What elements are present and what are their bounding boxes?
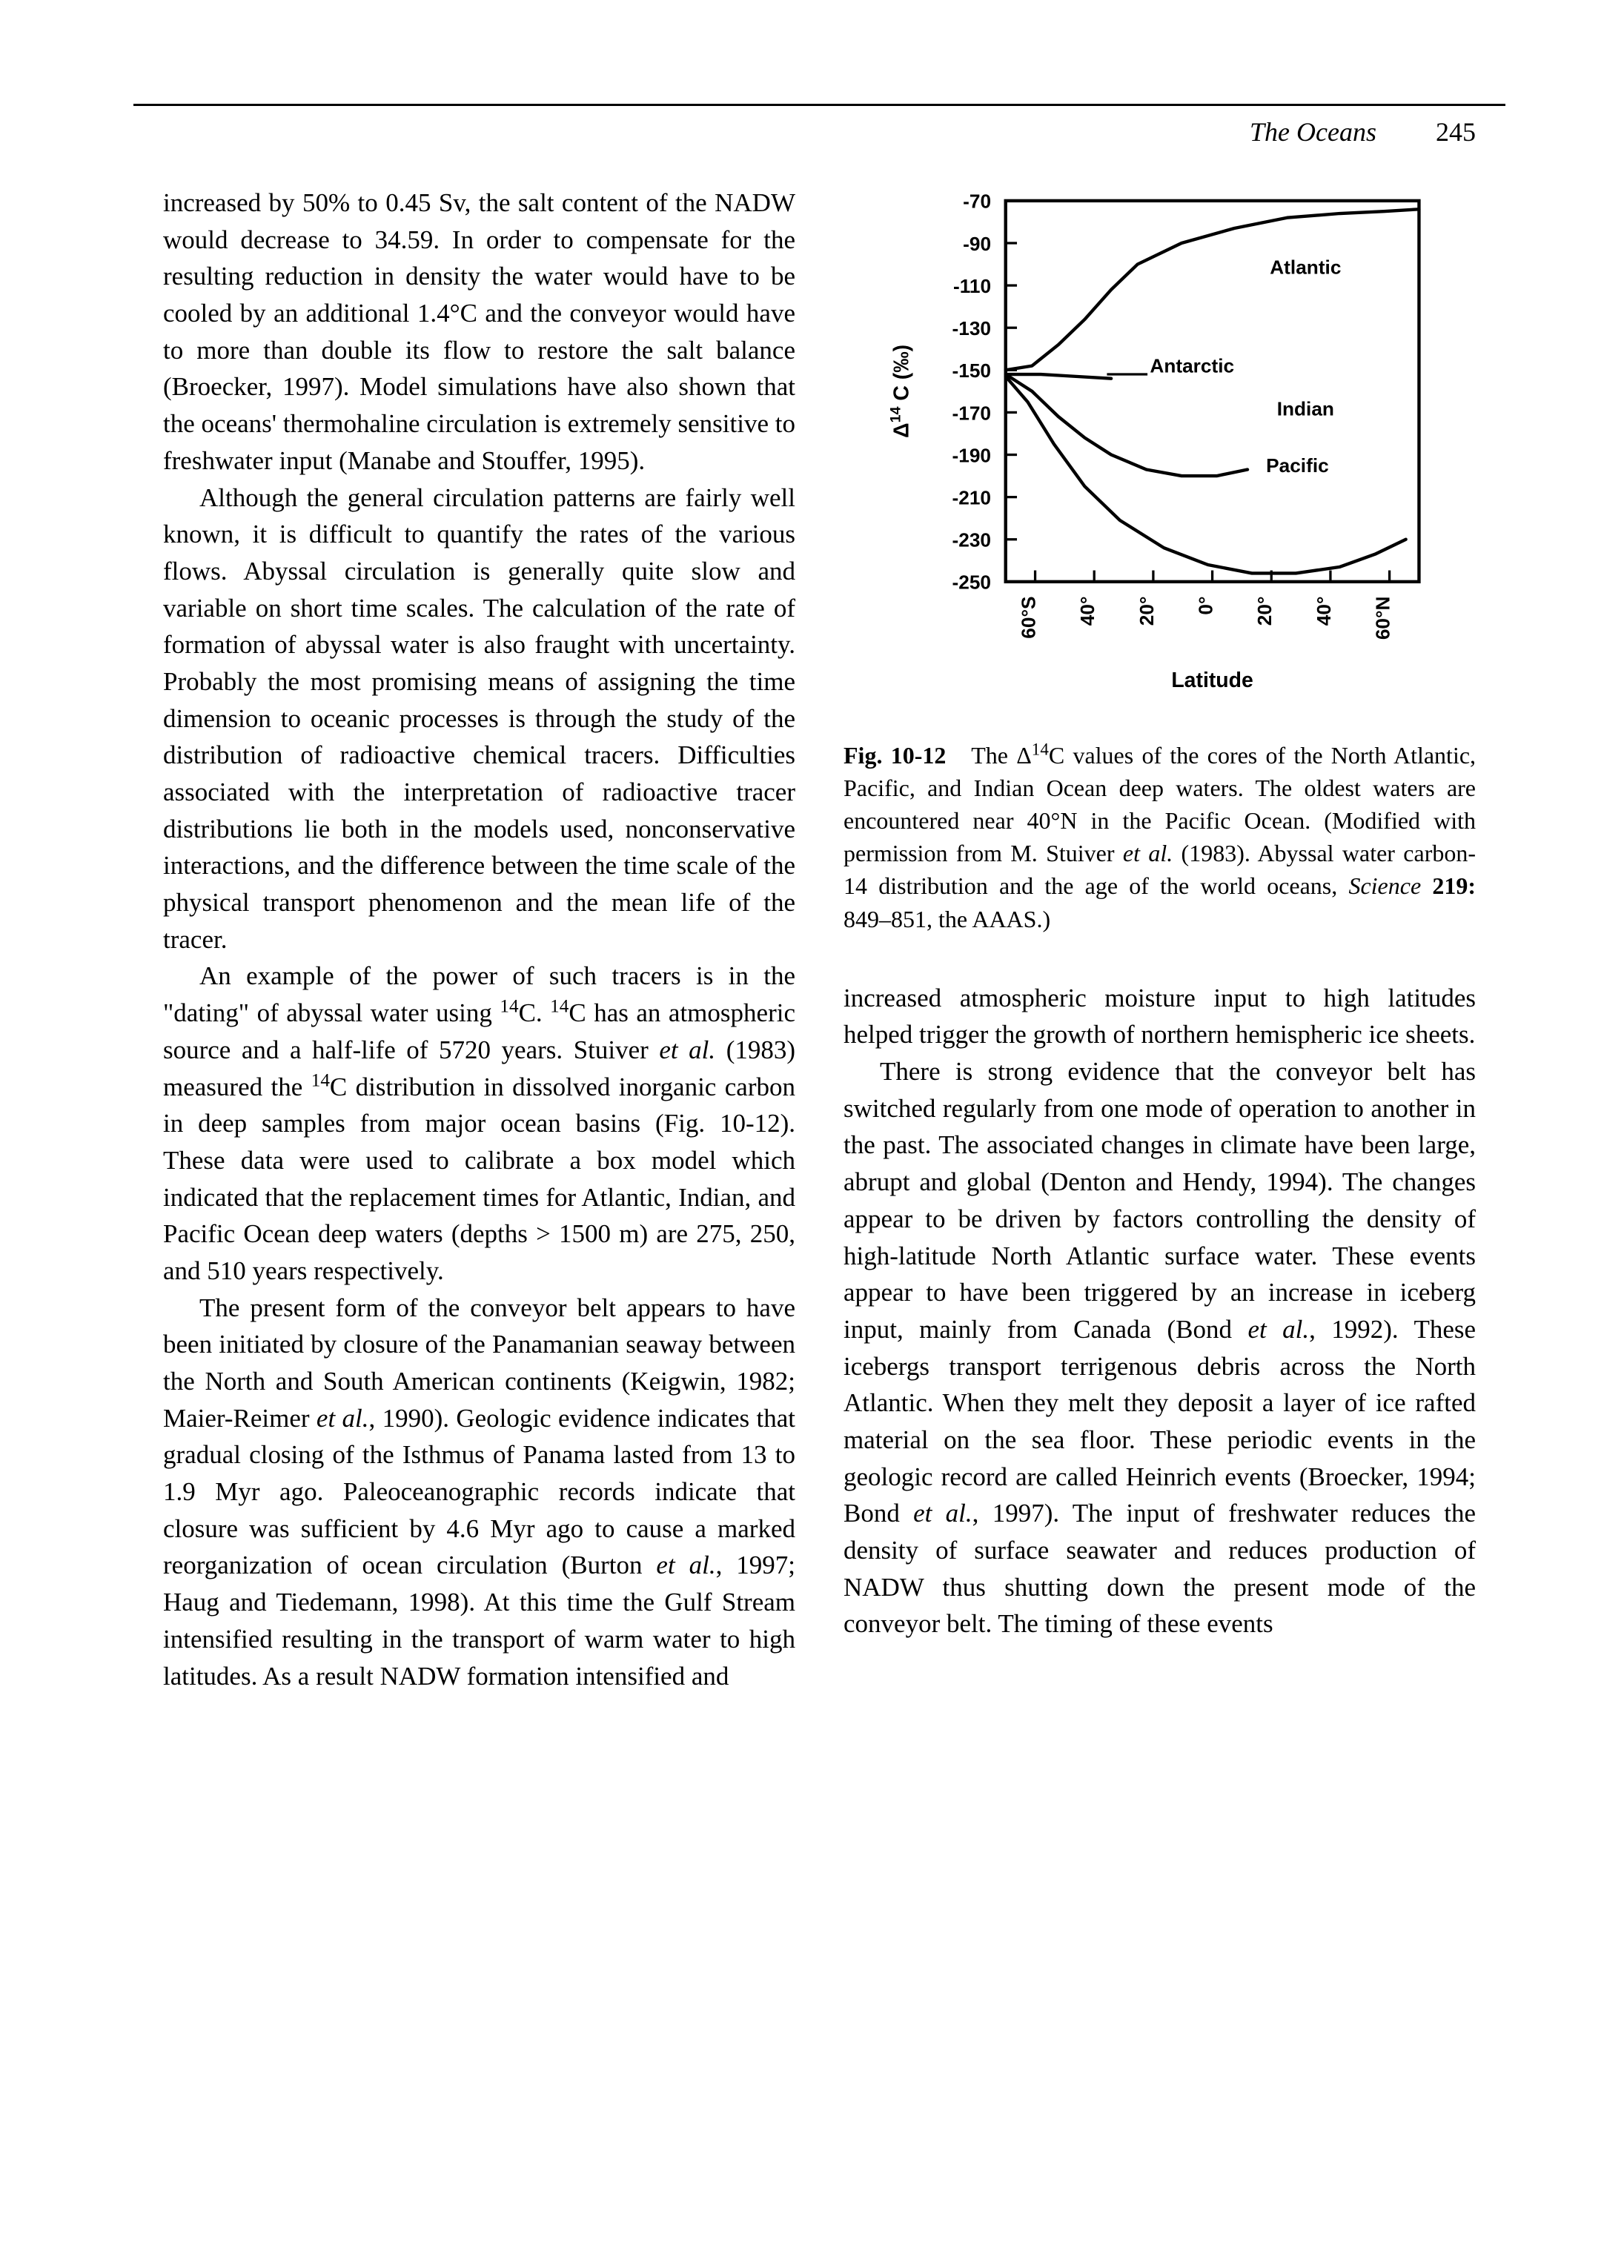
svg-text:-90: -90 xyxy=(963,233,991,255)
svg-text:Latitude: Latitude xyxy=(1171,669,1253,692)
figure-10-12: -70 -90 -110 -130 -150 -170 -190 -210 -230 -250 60… xyxy=(844,185,1476,720)
svg-text:-70: -70 xyxy=(963,190,991,213)
figure-caption: Fig. 10-12 The Δ14C values of the cores … xyxy=(844,739,1476,935)
paragraph: The present form of the conveyor belt ap… xyxy=(163,1290,795,1695)
italic-text: et al. xyxy=(656,1551,715,1579)
superscript: 14 xyxy=(550,996,569,1016)
chart-svg: -70 -90 -110 -130 -150 -170 -190 -210 -230 -250 60… xyxy=(844,185,1476,720)
italic-text: et al. xyxy=(1123,840,1173,866)
page-header: The Oceans 245 xyxy=(163,116,1476,147)
superscript: 14 xyxy=(311,1070,330,1090)
paragraph: Although the general circulation pattern… xyxy=(163,480,795,958)
paragraph: An example of the power of such tracers … xyxy=(163,958,795,1289)
svg-text:-250: -250 xyxy=(952,571,992,594)
svg-text:0°: 0° xyxy=(1195,597,1217,615)
svg-text:20°: 20° xyxy=(1136,597,1158,626)
paragraph: increased atmospheric moisture input to … xyxy=(844,980,1476,1053)
italic-text: et al. xyxy=(913,1499,972,1528)
left-column: increased by 50% to 0.45 Sv, the salt co… xyxy=(163,185,795,1694)
page-number: 245 xyxy=(1436,116,1476,147)
italic-text: et al. xyxy=(659,1035,715,1064)
text: The Δ xyxy=(971,742,1032,769)
running-head: The Oceans xyxy=(1250,116,1376,147)
svg-text:-210: -210 xyxy=(952,486,992,508)
italic-text: Science xyxy=(1348,872,1421,899)
bold-text: 219: xyxy=(1432,872,1476,899)
svg-text:-190: -190 xyxy=(952,444,992,466)
svg-text:Δ14 C (‰): Δ14 C (‰) xyxy=(888,345,914,438)
svg-text:Indian: Indian xyxy=(1277,398,1334,420)
svg-text:-150: -150 xyxy=(952,359,992,382)
svg-text:-230: -230 xyxy=(952,529,992,551)
svg-text:40°: 40° xyxy=(1313,597,1335,626)
italic-text: et al. xyxy=(1247,1315,1309,1344)
svg-text:20°: 20° xyxy=(1253,597,1276,626)
svg-text:60°N: 60°N xyxy=(1372,597,1394,640)
svg-text:Antarctic: Antarctic xyxy=(1150,355,1234,377)
paragraph: increased by 50% to 0.45 Sv, the salt co… xyxy=(163,185,795,480)
svg-text:Atlantic: Atlantic xyxy=(1270,256,1341,278)
svg-text:Pacific: Pacific xyxy=(1266,454,1329,477)
superscript: 14 xyxy=(1032,739,1049,758)
right-column: -70 -90 -110 -130 -150 -170 -190 -210 -230 -250 60… xyxy=(844,185,1476,1694)
svg-text:-110: -110 xyxy=(953,275,991,297)
svg-text:-170: -170 xyxy=(952,402,992,424)
superscript: 14 xyxy=(500,996,518,1016)
italic-text: et al. xyxy=(316,1404,369,1433)
top-rule xyxy=(133,104,1505,106)
two-column-layout: increased by 50% to 0.45 Sv, the salt co… xyxy=(163,185,1476,1694)
svg-text:-130: -130 xyxy=(952,317,992,339)
svg-text:60°S: 60°S xyxy=(1018,597,1040,639)
caption-label: Fig. 10-12 xyxy=(844,742,946,769)
paragraph: There is strong evidence that the convey… xyxy=(844,1053,1476,1642)
text: , 1992). These icebergs transport terrig… xyxy=(844,1315,1476,1528)
text: C. xyxy=(519,998,551,1027)
text: C distribution in dissolved inorganic ca… xyxy=(163,1072,795,1285)
text: There is strong evidence that the convey… xyxy=(844,1057,1476,1344)
svg-text:40°: 40° xyxy=(1076,597,1098,626)
text: 849–851, the AAAS.) xyxy=(844,906,1050,932)
